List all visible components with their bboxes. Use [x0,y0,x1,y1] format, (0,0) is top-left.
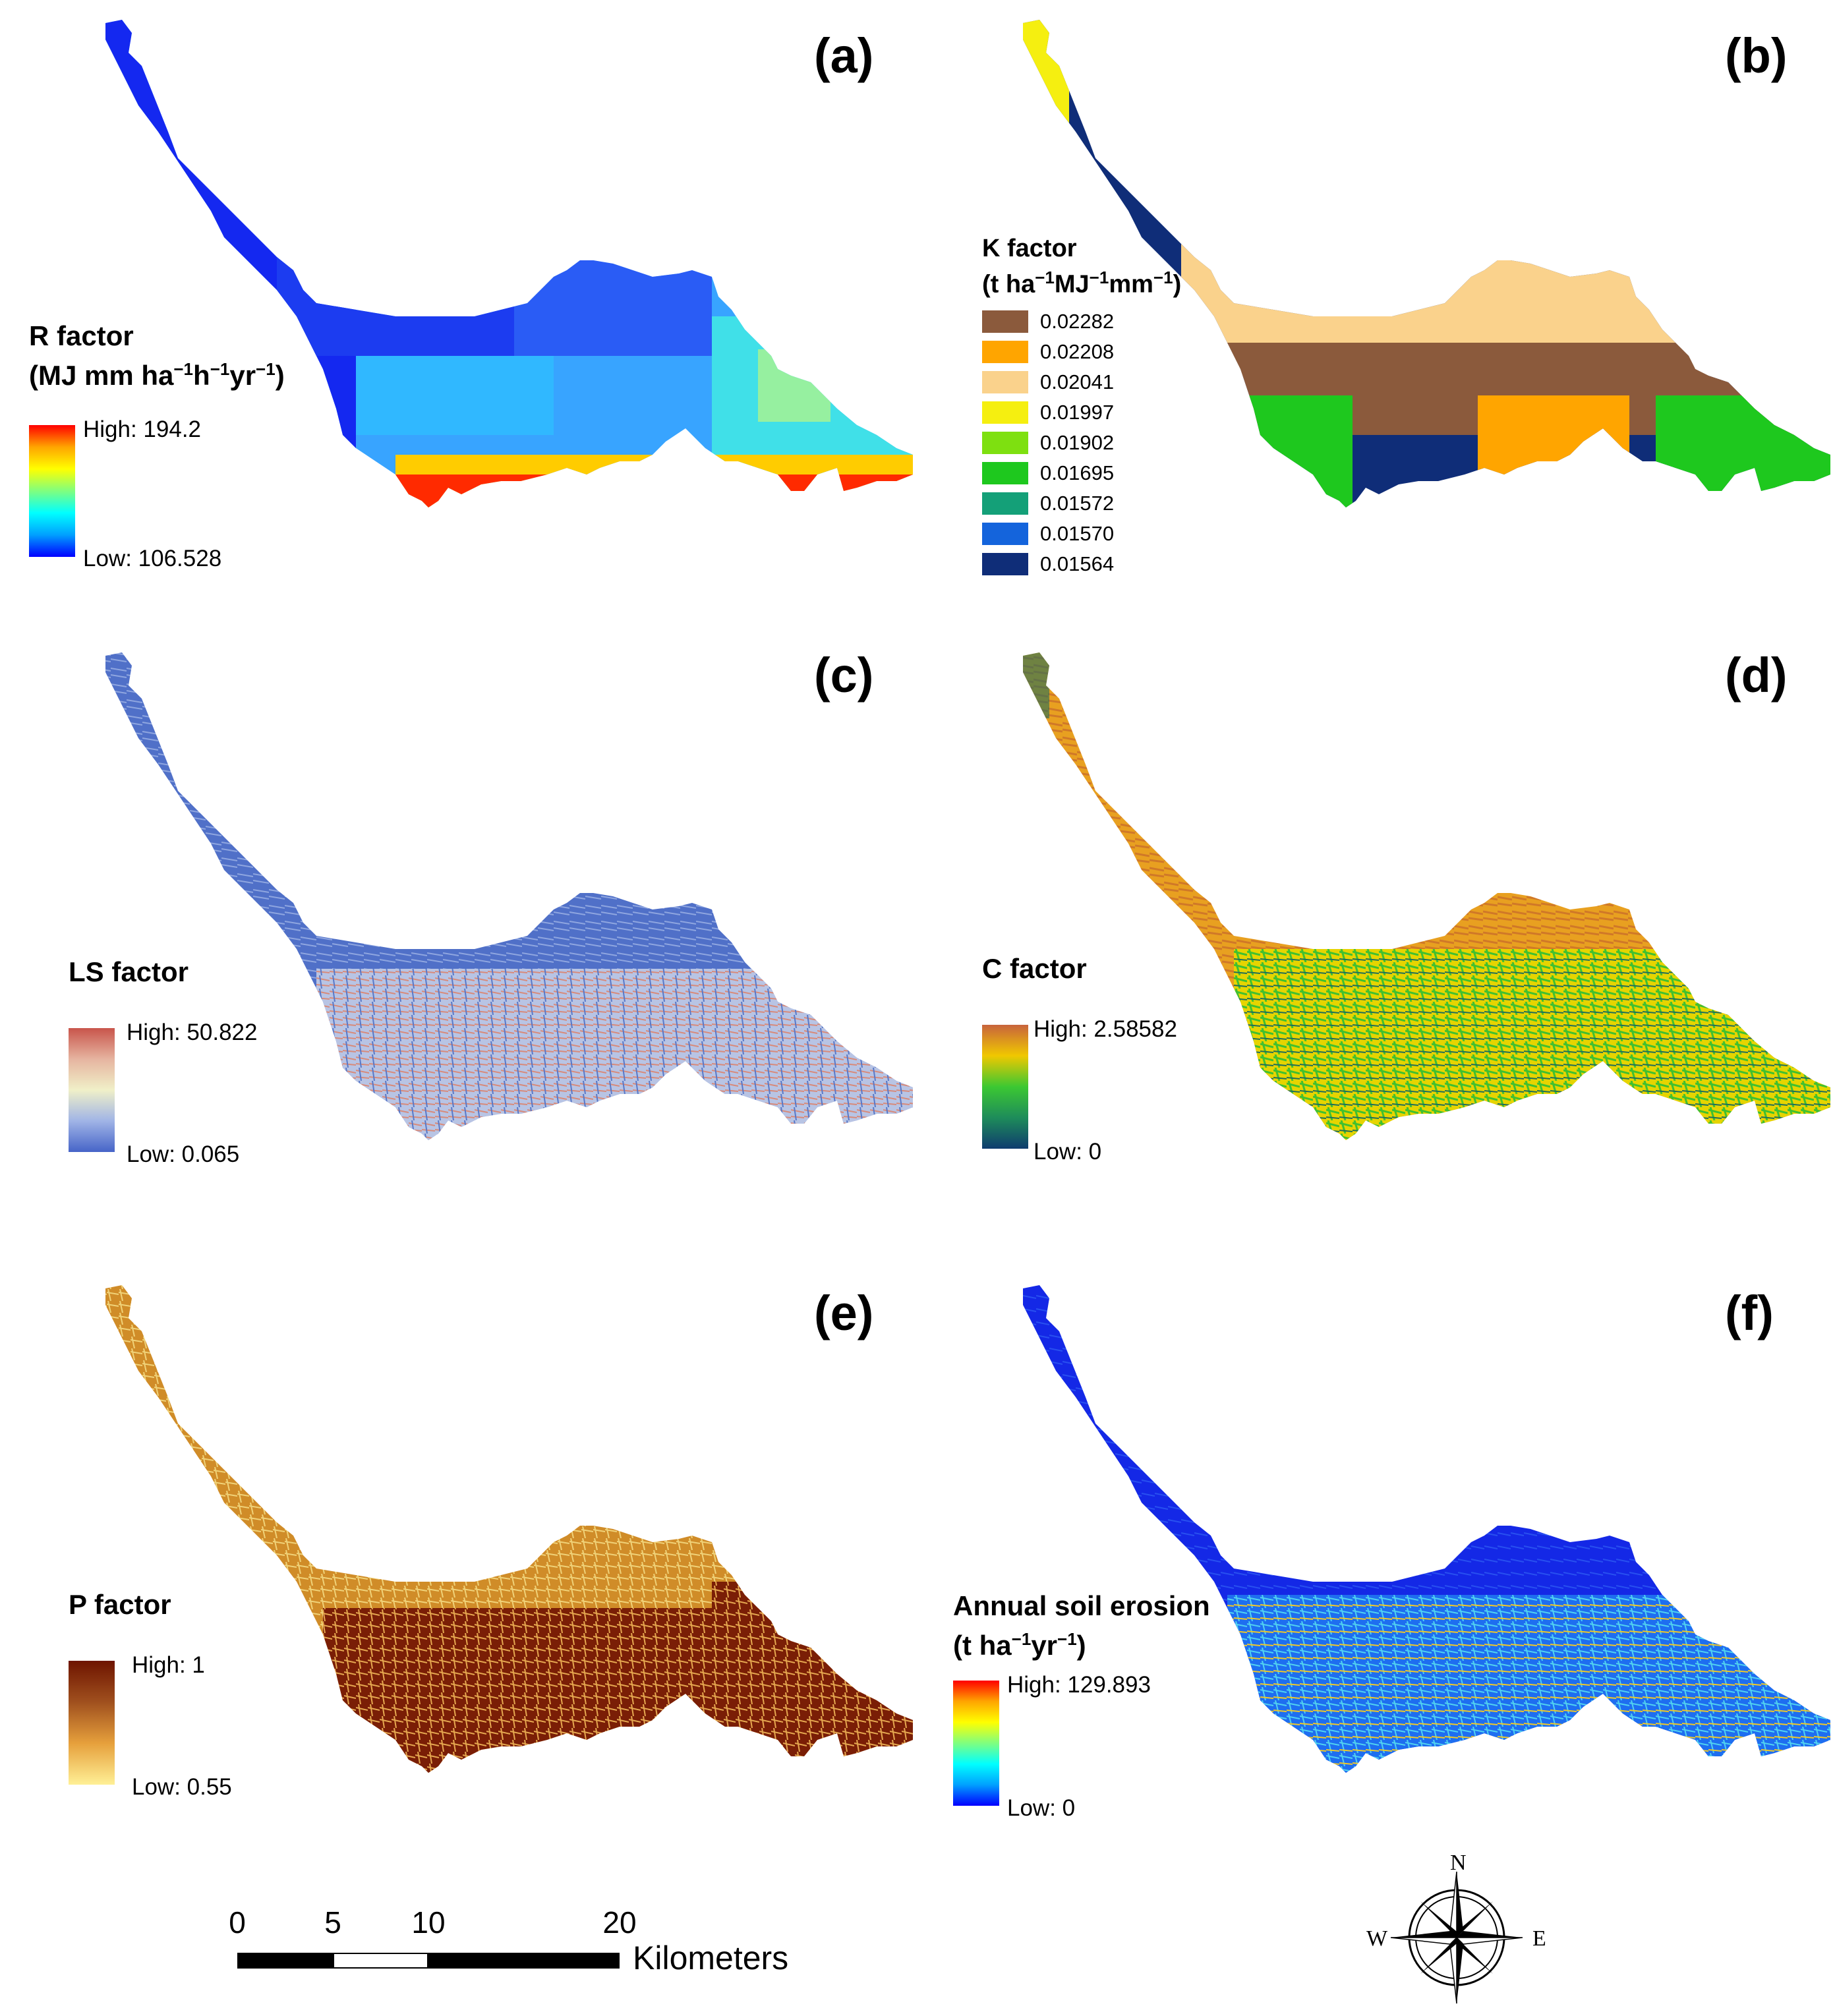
k-legend-value: 0.01695 [1040,461,1115,484]
k-legend-item: 0.01997 [982,397,1114,428]
r-factor-low-label: Low: 106.528 [83,546,222,571]
scale-unit-label: Kilometers [633,1940,789,1976]
panel-d: (d) C factor High: 2.58582 Low: 0 [918,633,1835,1252]
soil-erosion-map [1023,1285,1830,1773]
k-factor-legend: 0.02282 0.02208 0.02041 0.01997 0.01902 0.016… [982,306,1114,579]
k-legend-item: 0.01695 [982,458,1114,488]
k-legend-swatch [982,492,1028,515]
scale-tick-0: 0 [229,1905,246,1940]
k-legend-value: 0.02282 [1040,310,1115,333]
p-factor-map [105,1285,913,1773]
legend-title-line1: K factor [982,235,1077,262]
k-factor-map [1023,20,1830,507]
ls-factor-high-label: High: 50.822 [127,1020,258,1045]
k-legend-swatch [982,341,1028,363]
k-legend-swatch [982,401,1028,424]
scale-segment-2 [333,1953,428,1969]
k-legend-value: 0.01997 [1040,401,1115,424]
scale-tick-20: 20 [602,1905,637,1940]
ls-factor-legend-title: LS factor [69,956,189,987]
ls-factor-low-label: Low: 0.065 [127,1141,240,1167]
legend-title-line1: R factor [29,320,134,351]
k-factor-legend-title: K factor (t ha−1MJ−1mm−1) [982,234,1181,299]
legend-title-line2: (MJ mm ha−1h−1yr−1) [29,359,285,391]
k-legend-item: 0.01572 [982,488,1114,519]
c-factor-legend-title: C factor [982,953,1087,984]
k-legend-swatch [982,523,1028,545]
legend-title-line1: Annual soil erosion [953,1590,1210,1621]
scale-segment-1 [237,1953,333,1969]
k-legend-value: 0.01572 [1040,492,1115,515]
k-legend-item: 0.02282 [982,306,1114,337]
k-legend-swatch [982,371,1028,393]
k-legend-value: 0.02041 [1040,370,1115,393]
ls-factor-color-ramp [69,1028,115,1152]
scale-bar: 0 5 10 20 Kilometers [229,1905,896,1977]
k-legend-swatch [982,553,1028,575]
scale-segment-3 [428,1953,620,1969]
p-factor-legend-title: P factor [69,1589,171,1620]
legend-title-line2: (t ha−1yr−1) [953,1629,1086,1661]
r-factor-color-ramp [29,425,75,557]
r-factor-legend-title: R factor (MJ mm ha−1h−1yr−1) [29,320,285,392]
panel-label-c: (c) [814,648,874,703]
panel-f: (f) Annual soil erosion (t ha−1yr−1) Hig… [918,1265,1835,1885]
panel-label-e: (e) [814,1286,874,1340]
c-factor-map [1023,652,1830,1140]
k-legend-item: 0.01902 [982,428,1114,458]
r-factor-high-label: High: 194.2 [83,417,202,442]
k-legend-value: 0.01564 [1040,552,1115,575]
soil-erosion-legend-title: Annual soil erosion (t ha−1yr−1) [953,1590,1210,1662]
k-legend-item: 0.01570 [982,519,1114,549]
c-factor-color-ramp [982,1025,1028,1149]
k-legend-swatch [982,310,1028,333]
p-factor-color-ramp [69,1661,115,1785]
legend-title-line2: (t ha−1MJ−1mm−1) [982,268,1182,299]
p-factor-high-label: High: 1 [132,1652,205,1678]
k-legend-item: 0.01564 [982,549,1114,579]
k-legend-value: 0.01902 [1040,431,1115,454]
compass-rose-icon: N W E [1364,1851,1549,2010]
panel-c: (c) LS factor High: 50.822 Low: 0.065 [0,633,918,1252]
k-legend-swatch [982,432,1028,454]
panel-label-a: (a) [814,28,874,83]
panel-label-d: (d) [1725,648,1788,703]
k-legend-swatch [982,462,1028,484]
compass-n: N [1450,1851,1467,1875]
panel-label-b: (b) [1725,28,1788,83]
compass-e: E [1532,1926,1546,1951]
soil-erosion-color-ramp [953,1681,999,1806]
panel-a: (a) R factor (MJ mm ha−1h−1yr−1) High: 1… [0,0,918,619]
p-factor-low-label: Low: 0.55 [132,1774,232,1800]
ls-factor-map [105,652,913,1140]
r-factor-map [105,20,913,507]
c-factor-low-label: Low: 0 [1034,1139,1102,1165]
soil-erosion-low-label: Low: 0 [1007,1795,1076,1821]
c-factor-high-label: High: 2.58582 [1034,1016,1177,1042]
k-legend-item: 0.02208 [982,337,1114,367]
k-legend-item: 0.02041 [982,367,1114,397]
panel-label-f: (f) [1725,1286,1774,1340]
scale-tick-5: 5 [324,1905,341,1940]
panel-e: (e) P factor High: 1 Low: 0.55 [0,1265,918,1885]
scale-tick-10: 10 [411,1905,446,1940]
k-legend-value: 0.02208 [1040,340,1115,363]
soil-erosion-high-label: High: 129.893 [1007,1672,1151,1698]
panel-b: (b) [918,0,1835,619]
compass-w: W [1366,1926,1388,1951]
k-legend-value: 0.01570 [1040,522,1115,545]
